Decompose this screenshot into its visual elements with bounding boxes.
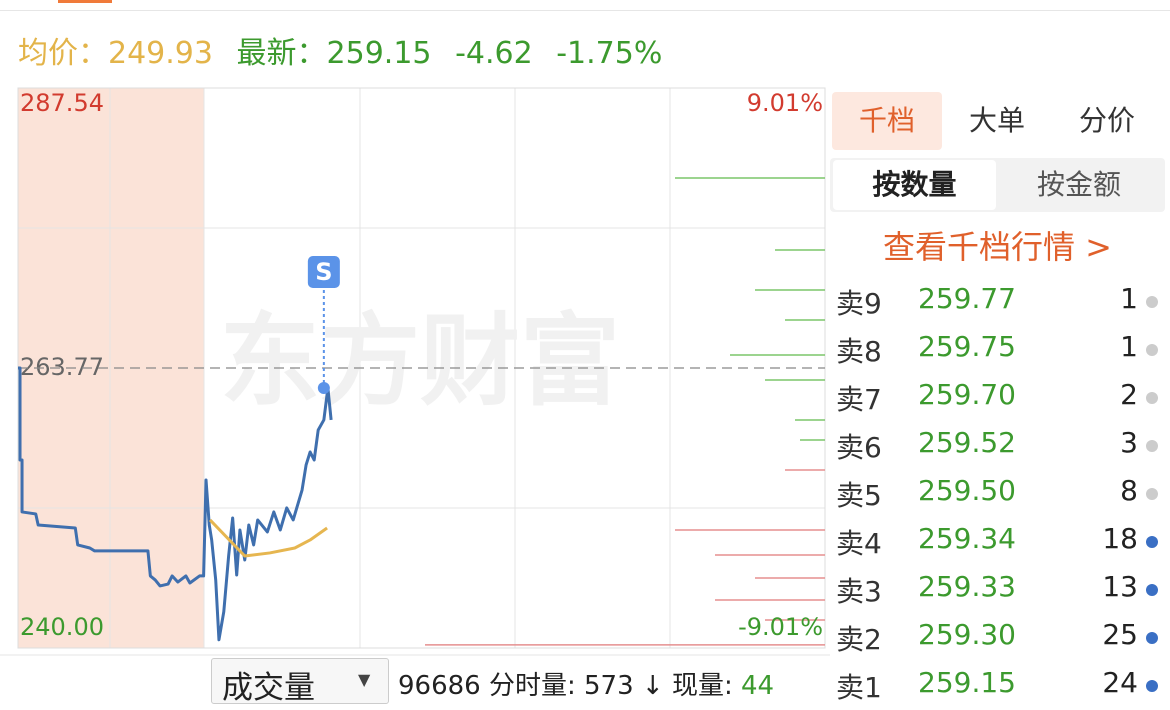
now: 44 <box>741 671 775 701</box>
qty: 8 <box>1120 474 1138 507</box>
qty: 1 <box>1120 330 1138 363</box>
top-tab <box>58 0 112 3</box>
level: 卖7 <box>836 383 882 416</box>
footer-stats: 96686 分时量: 573 ↓ 现量: 44 <box>398 665 774 702</box>
arrow: ↓ <box>641 671 664 701</box>
dot <box>1146 344 1158 356</box>
level: 卖9 <box>836 287 882 320</box>
qty: 1 <box>1120 282 1138 315</box>
order-row: 卖9 259.77 1 <box>836 278 1166 326</box>
level: 卖1 <box>836 671 882 704</box>
dot <box>1146 440 1158 452</box>
divider <box>0 10 1170 11</box>
dot <box>1146 296 1158 308</box>
signal-badge <box>307 256 340 288</box>
dot <box>1146 632 1158 644</box>
dropdown-label: 成交量 <box>222 670 315 706</box>
order-row: 卖3 259.33 13 <box>836 566 1166 614</box>
price: 259.15 <box>918 666 1016 699</box>
toggle[interactable]: 按数量 <box>833 160 996 210</box>
order-row: 卖6 259.52 3 <box>836 422 1166 470</box>
dot <box>1146 680 1158 692</box>
change: -4.62 <box>455 36 533 71</box>
last-label: 最新： <box>236 36 327 71</box>
order-row: 卖8 259.75 1 <box>836 326 1166 374</box>
qty: 13 <box>1102 570 1138 603</box>
link[interactable]: 查看千档行情 > <box>883 228 1112 266</box>
dot <box>1146 536 1158 548</box>
pre-market-shade <box>18 88 204 648</box>
price: 259.50 <box>918 474 1016 507</box>
level: 卖2 <box>836 623 882 656</box>
price: 259.30 <box>918 618 1016 651</box>
period: 573 <box>584 671 634 701</box>
series-line <box>18 366 333 642</box>
level: 卖8 <box>836 335 882 368</box>
series-line <box>208 518 328 558</box>
tab[interactable]: 大单 <box>968 104 1025 137</box>
price: 259.70 <box>918 378 1016 411</box>
y-tick-label: 287.54 <box>20 89 104 117</box>
price: 259.77 <box>918 282 1016 315</box>
order-row: 卖5 259.50 8 <box>836 470 1166 518</box>
order-row: 卖4 259.34 18 <box>836 518 1166 566</box>
level: 卖3 <box>836 575 882 608</box>
dot <box>1146 488 1158 500</box>
period-label: 分时量: <box>488 671 576 701</box>
qty: 24 <box>1102 666 1138 699</box>
price: 259.52 <box>918 426 1016 459</box>
qty: 25 <box>1102 618 1138 651</box>
dropdown[interactable]: 成交量 ▼ <box>211 658 389 706</box>
last: 259.15 <box>326 36 432 71</box>
now-label: 现量: <box>671 671 733 701</box>
order-row: 卖1 259.15 24 <box>836 662 1166 710</box>
watermark: 东方财富 <box>220 302 620 419</box>
price: 259.33 <box>918 570 1016 603</box>
y2-tick-label: 9.01% <box>747 89 823 117</box>
order-row: 卖7 259.70 2 <box>836 374 1166 422</box>
volume: 96686 <box>398 671 481 701</box>
tab[interactable]: 千档 <box>832 92 942 150</box>
qty: 2 <box>1120 378 1138 411</box>
change-pct: -1.75% <box>556 36 663 71</box>
dropdown-arrow: ▼ <box>358 670 371 689</box>
qty: 3 <box>1120 426 1138 459</box>
avg: 249.93 <box>108 36 213 71</box>
dot <box>1146 392 1158 404</box>
signal-dot <box>317 382 330 395</box>
y2-tick-label: -9.01% <box>738 613 823 641</box>
y-tick-label: 240.00 <box>20 613 104 641</box>
qty: 18 <box>1102 522 1138 555</box>
header: 均价：249.93 最新：259.15 -4.62 -1.75% <box>18 28 662 72</box>
toggle[interactable]: 按金额 <box>1036 168 1121 201</box>
level: 卖5 <box>836 479 882 512</box>
dot <box>1146 584 1158 596</box>
y-tick-label: 263.77 <box>20 353 104 381</box>
signal-label: S <box>315 258 332 286</box>
chart: 东方财富 287.54 263.77 240.00 9.01% -9.01% S <box>0 87 830 656</box>
order-row: 卖2 259.30 25 <box>836 614 1166 662</box>
avg-label: 均价： <box>18 36 108 71</box>
price: 259.75 <box>918 330 1016 363</box>
price: 259.34 <box>918 522 1016 555</box>
level: 卖6 <box>836 431 882 464</box>
tab[interactable]: 分价 <box>1078 104 1135 137</box>
level: 卖4 <box>836 527 882 560</box>
